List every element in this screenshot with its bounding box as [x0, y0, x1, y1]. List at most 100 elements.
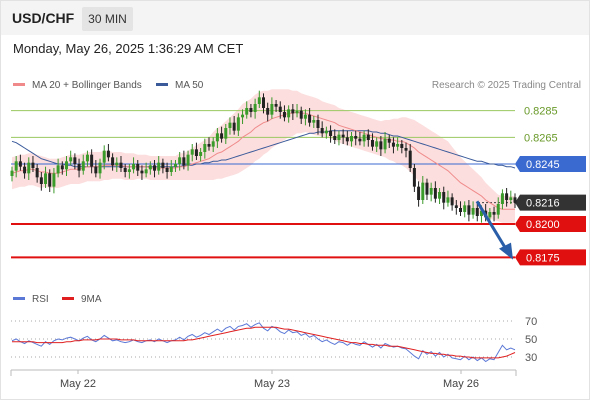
- candle-body: [165, 168, 169, 172]
- ma20-label: MA 20 + Bollinger Bands: [32, 80, 142, 91]
- candle-body: [253, 104, 257, 112]
- rsi-label: RSI: [32, 294, 49, 305]
- candle-body: [249, 108, 253, 112]
- candle-body: [115, 162, 119, 166]
- candle-body: [48, 173, 52, 187]
- candle-body: [190, 149, 194, 155]
- candle-body: [102, 150, 106, 163]
- candle-body: [90, 154, 94, 167]
- candle-body: [496, 204, 500, 215]
- candle-body: [241, 114, 245, 118]
- candle-body: [148, 165, 152, 170]
- level-label-0.8285: 0.8285: [524, 106, 558, 118]
- candle-body: [408, 150, 412, 168]
- rsi-line: [11, 322, 516, 363]
- candle-body: [450, 197, 454, 206]
- candle-body: [303, 114, 307, 119]
- candle-body: [459, 208, 463, 212]
- candle-body: [442, 192, 446, 203]
- candle-body: [10, 170, 14, 176]
- candle-body: [433, 188, 437, 199]
- level-tag-0.8216: [515, 194, 586, 211]
- candle-body: [119, 162, 123, 168]
- candle-body: [479, 210, 483, 216]
- candle-body: [69, 157, 73, 162]
- candle-body: [161, 162, 165, 168]
- rsi-tick-70: 70: [525, 316, 537, 328]
- candle-body: [228, 122, 232, 128]
- candle-body: [421, 182, 425, 200]
- candle-body: [215, 133, 219, 142]
- credit-text: Research © 2025 Trading Central: [431, 80, 581, 91]
- candle-body: [14, 161, 18, 171]
- candle-body: [354, 136, 358, 139]
- candle-body: [379, 141, 383, 150]
- rsi-9ma-line: [12, 326, 516, 359]
- candle-body: [412, 168, 416, 187]
- bollinger-band: [12, 89, 515, 223]
- candle-body: [44, 173, 48, 184]
- datetime-label: Monday, May 26, 2025 1:36:29 AM CET: [13, 41, 244, 56]
- candle-body: [463, 205, 467, 212]
- legend-ma50: MA 50: [156, 80, 203, 91]
- candle-body: [391, 142, 395, 147]
- candle-body: [329, 130, 333, 136]
- candle-body: [136, 164, 140, 171]
- ma50-label: MA 50: [175, 80, 204, 91]
- candle-body: [144, 169, 148, 174]
- candle-body: [85, 154, 89, 162]
- candle-body: [308, 114, 312, 123]
- candle-body: [232, 122, 236, 131]
- rsi-tick-30: 30: [525, 352, 537, 364]
- candle-body: [467, 205, 471, 215]
- candle-body: [324, 130, 328, 134]
- candle-body: [270, 104, 274, 115]
- candle-body: [375, 141, 379, 147]
- level-label-0.8265: 0.8265: [524, 132, 558, 144]
- candle-body: [94, 166, 98, 174]
- candle-body: [370, 140, 374, 147]
- candle-body: [492, 212, 496, 215]
- candle-body: [199, 152, 203, 156]
- legend-rsi: RSI: [13, 294, 49, 305]
- level-label-0.8200: 0.8200: [526, 219, 560, 231]
- candle-body: [383, 138, 387, 150]
- candle-body: [320, 128, 324, 134]
- candle-body: [245, 108, 249, 115]
- x-tick-label: May 26: [443, 378, 479, 390]
- symbol-label: USD/CHF: [12, 10, 75, 26]
- candle-body: [35, 168, 39, 178]
- candle-body: [446, 197, 450, 203]
- level-tag-0.8175: [515, 249, 586, 266]
- candle-body: [81, 161, 85, 171]
- candles: [10, 90, 517, 223]
- candle-body: [18, 161, 22, 167]
- timeframe-button[interactable]: 30 MIN: [82, 7, 133, 31]
- candle-body: [505, 193, 509, 200]
- candle-body: [224, 128, 228, 139]
- candle-body: [178, 157, 182, 164]
- candle-body: [211, 141, 215, 147]
- candle-body: [358, 138, 362, 142]
- ma9-label: 9MA: [81, 294, 102, 305]
- forecast-arrow: [475, 200, 509, 252]
- candle-body: [500, 193, 504, 204]
- candle-body: [140, 170, 144, 174]
- candle-body: [182, 157, 186, 166]
- forecast-arrowhead: [499, 242, 513, 260]
- candle-body: [513, 197, 517, 203]
- candle-body: [429, 188, 433, 195]
- candle-body: [425, 182, 429, 195]
- candle-body: [194, 149, 198, 156]
- ma50-swatch: [156, 82, 168, 86]
- candle-body: [404, 148, 408, 151]
- candle-body: [77, 164, 81, 171]
- legend-ma20: MA 20 + Bollinger Bands: [13, 80, 142, 91]
- candle-body: [417, 186, 421, 200]
- candle-body: [207, 144, 211, 147]
- candle-body: [295, 110, 299, 114]
- candle-body: [337, 134, 341, 140]
- rsi-swatch: [13, 296, 25, 300]
- ma9-swatch: [62, 296, 74, 300]
